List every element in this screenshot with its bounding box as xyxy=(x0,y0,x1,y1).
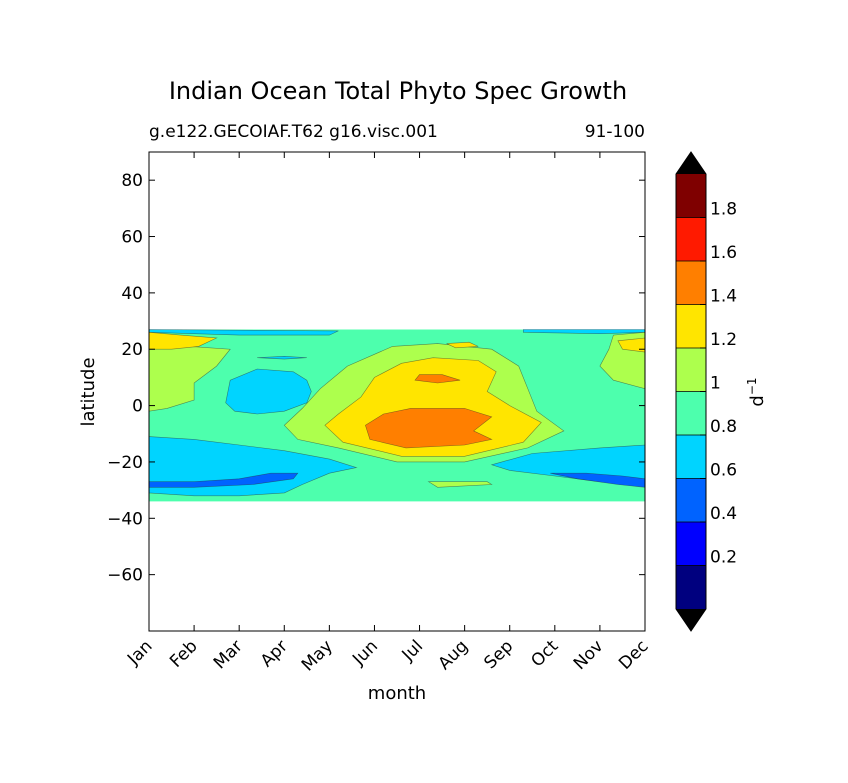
contour-north-0.6-0.8 xyxy=(149,329,339,336)
colorbar-extend-max xyxy=(676,152,706,174)
y-axis-label: latitude xyxy=(78,357,99,426)
colorbar-segment xyxy=(676,522,706,566)
x-tick-label: Feb xyxy=(166,636,201,671)
y-tick-label: −40 xyxy=(107,509,143,529)
colorbar-segment xyxy=(676,435,706,479)
contour-streak-0.6-0.8 xyxy=(257,355,307,360)
x-tick-label: Jan xyxy=(123,636,156,669)
y-tick-label: 80 xyxy=(121,171,143,191)
contour-sliver-1.0-1.2 xyxy=(427,481,493,488)
colorbar-segment xyxy=(676,391,706,435)
colorbar-segment xyxy=(676,261,706,305)
x-tick-label: Jun xyxy=(348,636,382,670)
y-tick-label: 40 xyxy=(121,284,143,304)
contour-nw-1.0-1.2 xyxy=(149,343,231,412)
y-tick-label: −60 xyxy=(107,566,143,586)
colorbar-tick-label: 1.6 xyxy=(710,243,737,263)
contour-blip-1.2-1.4 xyxy=(446,341,479,349)
x-tick-label: Oct xyxy=(527,636,562,671)
x-tick-label: Apr xyxy=(257,636,292,671)
x-tick-label: Dec xyxy=(615,636,652,673)
y-tick-label: 0 xyxy=(132,397,143,417)
x-tick-label: Aug xyxy=(435,636,473,674)
colorbar-segment xyxy=(676,348,706,392)
colorbar-tick-label: 0.8 xyxy=(710,417,737,437)
colorbar-segment xyxy=(676,565,706,609)
x-tick-label: Jul xyxy=(398,636,427,665)
colorbar: 0.2 0.4 0.6 0.8 1 1.2 1.4 1.6 1.8 xyxy=(675,151,737,632)
chart-subtitle-left: g.e122.GECOIAF.T62 g16.visc.001 xyxy=(149,122,438,142)
x-axis-label: month xyxy=(368,683,426,704)
colorbar-tick-label: 0.2 xyxy=(710,548,737,568)
x-tick-label: Sep xyxy=(480,636,517,673)
colorbar-segment xyxy=(676,174,706,218)
colorbar-segment xyxy=(676,217,706,261)
plot-frame xyxy=(148,151,646,632)
y-tick-label: −20 xyxy=(107,453,143,473)
contour-ne-1.2-1.4 xyxy=(617,337,645,353)
chart-title: Indian Ocean Total Phyto Spec Growth xyxy=(169,77,627,105)
colorbar-tick-label: 0.4 xyxy=(710,504,737,524)
colorbar-tick-label: 1 xyxy=(710,374,721,394)
colorbar-tick-label: 1.4 xyxy=(710,287,737,307)
contour-patch-1.4-1.6 xyxy=(414,374,461,384)
colorbar-extend-min xyxy=(676,609,706,631)
contour-core-1.4-1.6 xyxy=(365,408,493,449)
contour-patch-left-0.4-0.6 xyxy=(149,472,299,488)
colorbar-segment xyxy=(676,478,706,522)
colorbar-tick-label: 1.2 xyxy=(710,330,737,350)
y-axis: 80 60 40 20 0 −20 −40 −60 xyxy=(107,171,645,586)
chart-subtitle-right: 91-100 xyxy=(585,122,645,142)
y-tick-label: 60 xyxy=(121,228,143,248)
contour-nw-1.2-1.4 xyxy=(149,331,218,350)
colorbar-tick-label: 0.6 xyxy=(710,461,737,481)
x-tick-label: Nov xyxy=(570,636,608,674)
contour-mid-0.6-0.8 xyxy=(225,368,312,415)
contour-field xyxy=(149,329,645,502)
x-tick-label: Mar xyxy=(210,636,247,673)
y-tick-label: 20 xyxy=(121,340,143,360)
colorbar-tick-label: 1.8 xyxy=(710,200,737,220)
colorbar-label: d−1 xyxy=(745,377,768,406)
x-tick-label: May xyxy=(298,636,337,675)
colorbar-segment xyxy=(676,304,706,348)
colorbar-outline xyxy=(675,151,707,632)
contour-north-right-0.6-0.8 xyxy=(523,329,645,335)
contour-patch-right-0.4-0.6 xyxy=(550,472,645,488)
